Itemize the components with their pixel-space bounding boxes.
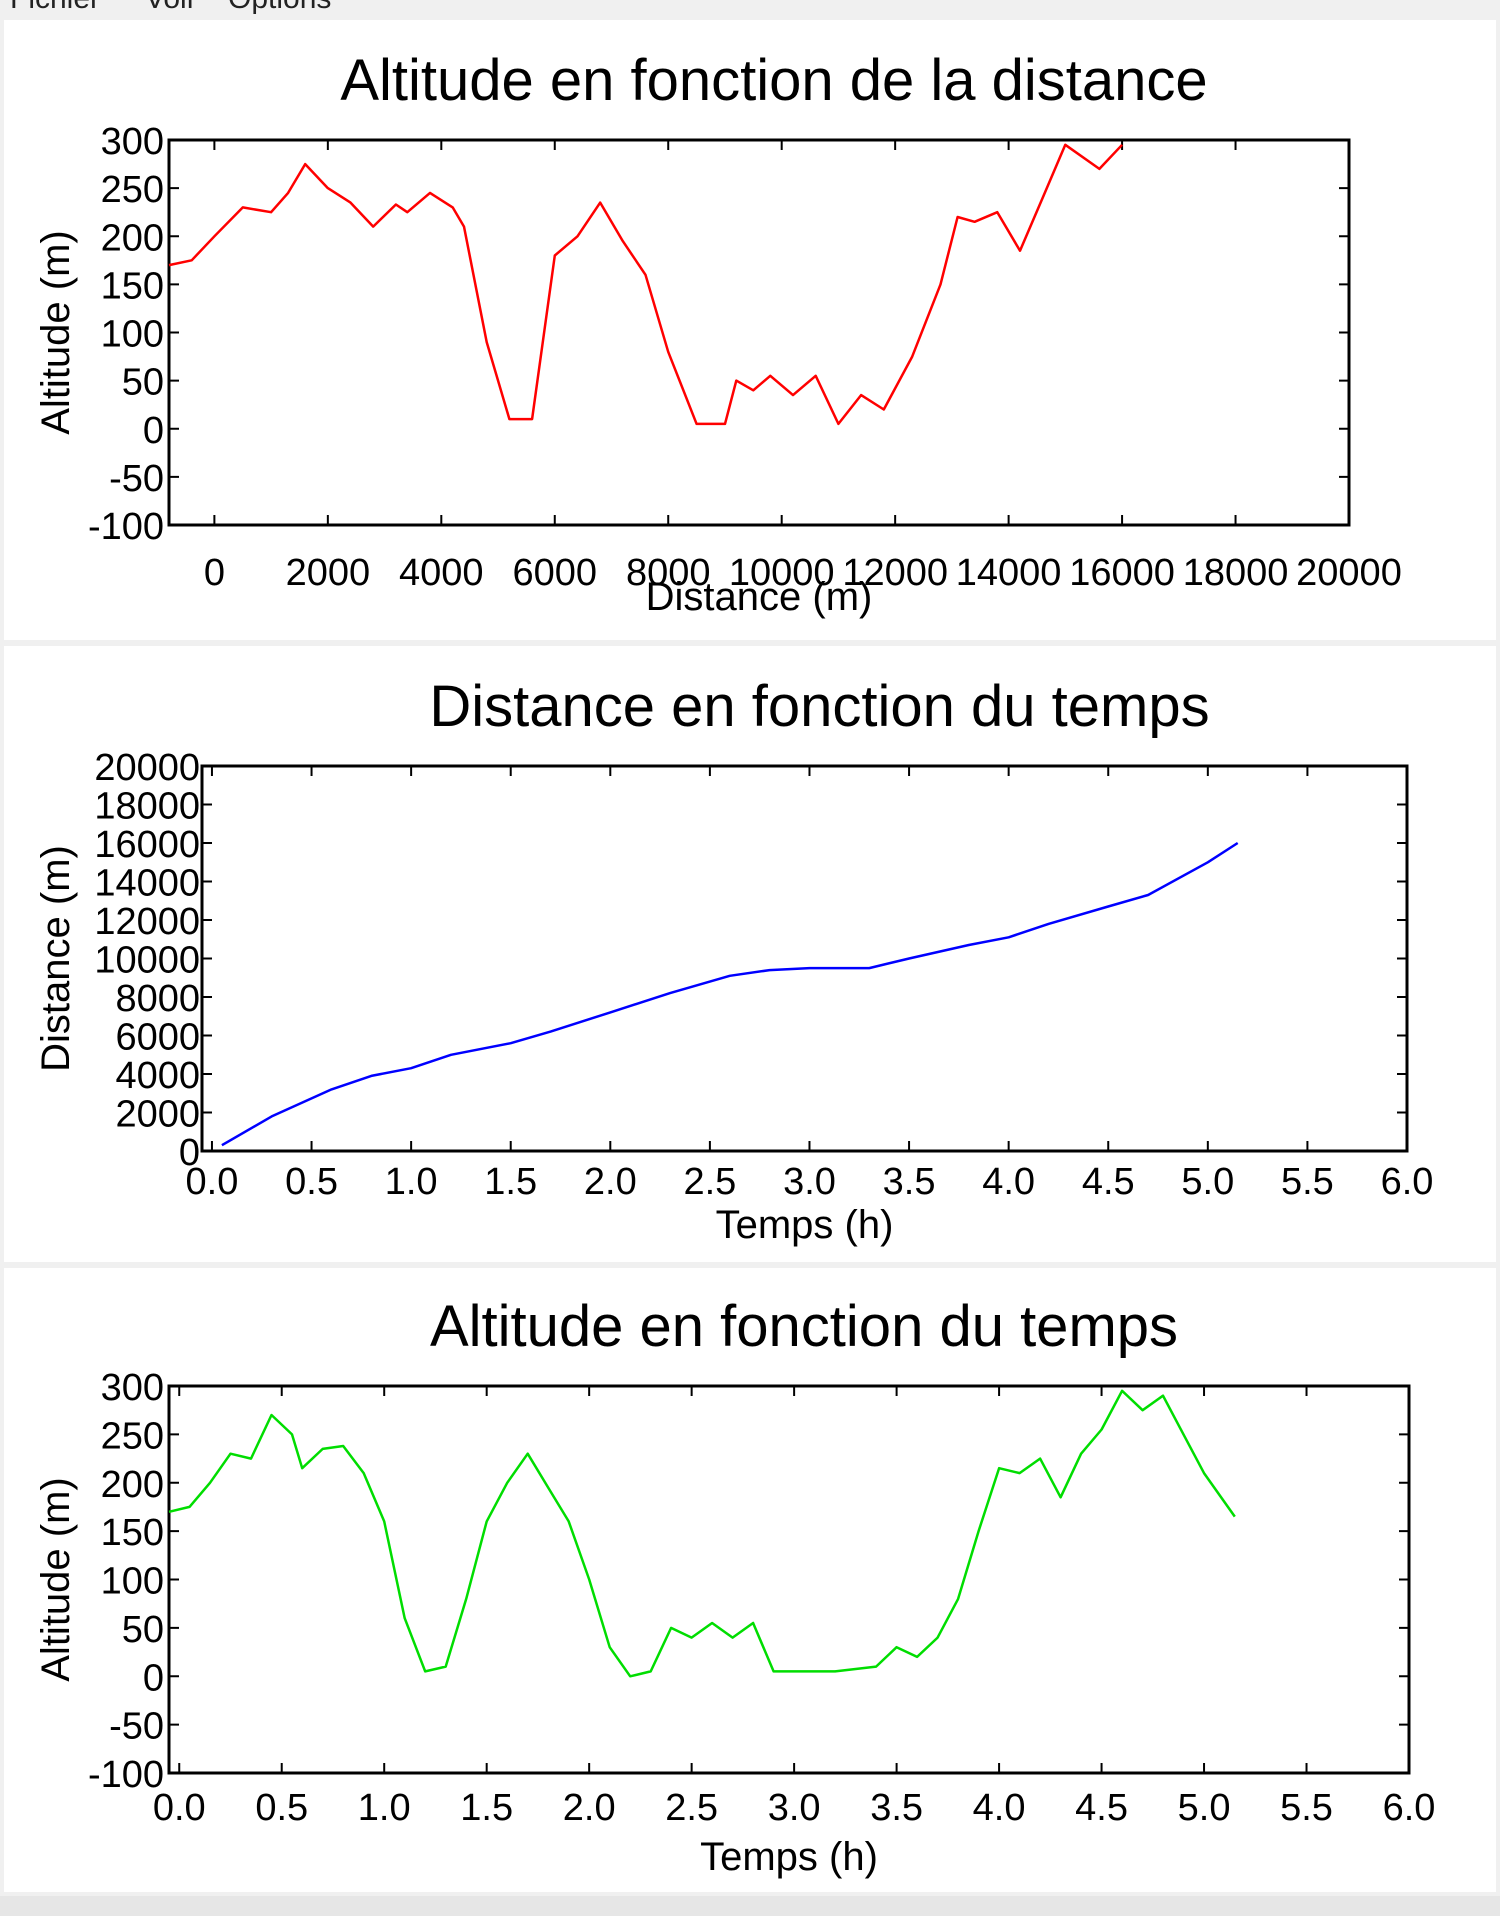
y-tick-label: -100 [88, 506, 164, 548]
x-tick-label: 0.0 [186, 1161, 239, 1203]
x-tick-label: 8000 [626, 552, 711, 594]
y-tick-label: 100 [101, 314, 164, 356]
x-tick-label: 6.0 [1383, 1787, 1436, 1829]
chart-altitude-temps: Altitude en fonction du temps -100 -50 0 50 1… [34, 1294, 1436, 1879]
chart-panel-altitude-temps: Altitude en fonction du temps -100 -50 0 50 1… [4, 1268, 1496, 1892]
x-axis-label: Temps (h) [716, 1203, 894, 1247]
x-tick-label: 1.0 [385, 1161, 438, 1203]
series-line [221, 841, 1239, 1147]
x-tick-label: 4.0 [973, 1787, 1026, 1829]
status-strip [0, 1896, 1500, 1916]
x-tick-label: 3.0 [783, 1161, 836, 1203]
menu-voir[interactable]: Voir [145, 0, 197, 14]
series-line [168, 143, 1124, 426]
x-tick-label: 14000 [956, 552, 1062, 594]
plot-frame [167, 1384, 1411, 1775]
y-axis-label: Altitude (m) [34, 230, 78, 435]
y-tick-label: 50 [122, 362, 164, 404]
y-tick-label: 16000 [94, 824, 200, 866]
x-tick-label: 4.0 [982, 1161, 1035, 1203]
x-tick-label: 0.0 [153, 1787, 206, 1829]
x-tick-label: 4.5 [1075, 1787, 1128, 1829]
x-tick-label: 1.5 [460, 1787, 513, 1829]
y-tick-label: 200 [101, 217, 164, 259]
menu-bar: Fichier Voir Options [0, 0, 1500, 16]
x-tick-label: 2.5 [683, 1161, 736, 1203]
y-tick-label: 150 [101, 1512, 164, 1554]
x-tick-label: 1.0 [358, 1787, 411, 1829]
x-tick-label: 3.5 [870, 1787, 923, 1829]
chart-altitude-distance: Altitude en fonction de la distance -100 -… [34, 48, 1402, 619]
x-tick-label: 6.0 [1381, 1161, 1434, 1203]
y-tick-label: 250 [101, 169, 164, 211]
y-tick-label: 10000 [94, 940, 200, 982]
x-tick-label: 3.0 [768, 1787, 821, 1829]
y-tick-label: 250 [101, 1415, 164, 1457]
y-tick-label: 0 [143, 410, 164, 452]
x-tick-label: 10000 [729, 552, 835, 594]
y-tick-label: 100 [101, 1561, 164, 1603]
x-tick-label: 2000 [286, 552, 371, 594]
y-tick-label: 300 [101, 121, 164, 163]
plot-frame [167, 138, 1351, 527]
y-tick-label: 150 [101, 265, 164, 307]
y-tick-label: 8000 [115, 978, 200, 1020]
y-axis-label: Altitude (m) [34, 1477, 78, 1682]
x-tick-label: 5.0 [1181, 1161, 1234, 1203]
y-tick-label: 0 [143, 1657, 164, 1699]
y-tick-label: -50 [109, 1706, 164, 1748]
x-tick-label: 5.5 [1280, 1787, 1333, 1829]
x-tick-label: 3.5 [883, 1161, 936, 1203]
x-tick-label: 6000 [512, 552, 597, 594]
y-axis-label: Distance (m) [34, 845, 78, 1072]
x-tick-label: 18000 [1183, 552, 1289, 594]
menu-fichier[interactable]: Fichier [10, 0, 100, 14]
x-tick-label: 2.0 [584, 1161, 637, 1203]
x-tick-label: 2.0 [563, 1787, 616, 1829]
chart-title: Altitude en fonction de la distance [340, 48, 1207, 113]
y-tick-label: 0 [179, 1132, 200, 1174]
x-tick-label: 2.5 [665, 1787, 718, 1829]
x-tick-label: 5.5 [1281, 1161, 1334, 1203]
y-tick-label: 14000 [94, 863, 200, 905]
x-tick-label: 0.5 [285, 1161, 338, 1203]
x-tick-label: 1.5 [484, 1161, 537, 1203]
y-tick-label: 18000 [94, 786, 200, 828]
x-tick-label: 4000 [399, 552, 484, 594]
chart-distance-temps: Distance en fonction du temps 02000400060… [34, 674, 1434, 1247]
chart-title: Altitude en fonction du temps [430, 1294, 1178, 1359]
y-tick-label: 6000 [115, 1017, 200, 1059]
y-tick-label: 50 [122, 1609, 164, 1651]
y-tick-label: 20000 [94, 747, 200, 789]
x-tick-label: 20000 [1296, 552, 1402, 594]
chart-panel-distance-temps: Distance en fonction du temps 0 2000 4000 60… [4, 646, 1496, 1262]
y-tick-label: 4000 [115, 1055, 200, 1097]
x-axis-label: Distance (m) [646, 575, 873, 619]
y-tick-label: -100 [88, 1754, 164, 1796]
y-tick-label: 200 [101, 1464, 164, 1506]
y-tick-label: 12000 [94, 901, 200, 943]
x-tick-label: 4.5 [1082, 1161, 1135, 1203]
x-tick-label: 12000 [842, 552, 948, 594]
y-tick-label: 2000 [115, 1094, 200, 1136]
y-tick-label: 300 [101, 1367, 164, 1409]
menu-options[interactable]: Options [228, 0, 331, 14]
x-tick-label: 0.5 [255, 1787, 308, 1829]
x-tick-label: 5.0 [1178, 1787, 1231, 1829]
x-tick-label: 16000 [1069, 552, 1175, 594]
chart-panel-altitude-distance: Altitude en fonction de la distance -100 -… [4, 20, 1496, 640]
series-line [168, 1389, 1236, 1678]
x-axis-label: Temps (h) [700, 1835, 878, 1879]
y-tick-label: -50 [109, 458, 164, 500]
x-tick-label: 0 [204, 552, 225, 594]
plot-frame [200, 764, 1409, 1153]
chart-title: Distance en fonction du temps [429, 674, 1209, 739]
